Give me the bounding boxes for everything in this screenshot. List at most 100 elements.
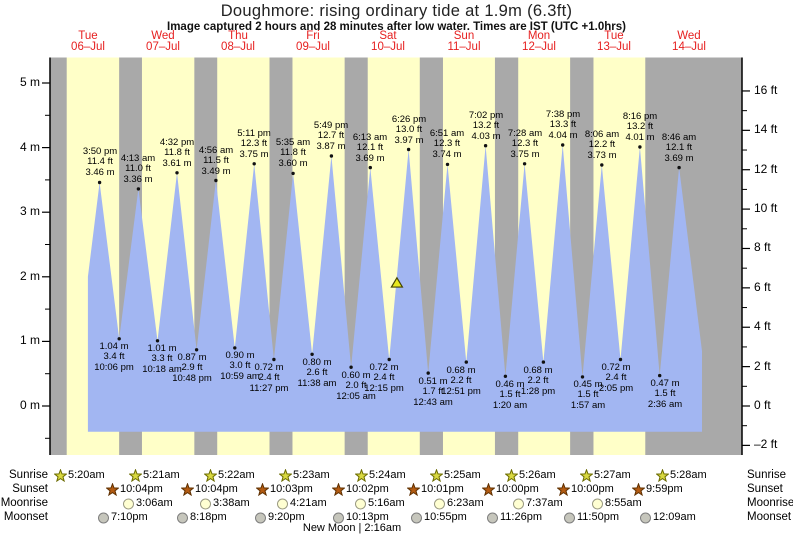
- moonrise-time: 3:06am: [136, 497, 173, 509]
- right-axis-tick-label: 14 ft: [754, 122, 778, 136]
- sunrise-time: 5:28am: [670, 469, 707, 481]
- high-tide-label: 6:13 am 12.1 ft 3.69 m: [352, 132, 388, 164]
- sunrise-star-icon: [656, 469, 669, 482]
- low-tide-label: 0.45 m 1.5 ft 1:57 am: [570, 379, 606, 411]
- moonrise-entry: 3:06am: [122, 497, 173, 510]
- moonrise-icon: [513, 498, 524, 510]
- moonrise-icon: [277, 498, 288, 510]
- day-label: Tue 06–Jul: [71, 30, 105, 53]
- low-tide-dot: [426, 371, 430, 375]
- high-tide-dot: [561, 143, 565, 147]
- high-tide-dot: [136, 187, 141, 191]
- sunset-star-icon: [332, 483, 345, 496]
- sunrise-star-icon: [279, 469, 292, 482]
- low-tide-dot: [117, 337, 121, 341]
- sunset-entry: 10:00pm: [482, 483, 539, 496]
- low-tide-dot: [349, 365, 353, 369]
- moonset-row-label-right: Moonset: [747, 511, 792, 523]
- left-axis-tick-label: 1 m: [19, 333, 40, 347]
- sunrise-entry: 5:22am: [204, 469, 255, 482]
- high-tide-label: 3:50 pm 11.4 ft 3.46 m: [82, 146, 118, 178]
- low-tide-dot: [658, 373, 662, 378]
- high-tide-label: 5:49 pm 12.7 ft 3.87 m: [313, 120, 349, 152]
- right-axis-tick-label: 4 ft: [754, 319, 771, 333]
- sunrise-row-label-left: Sunrise: [9, 469, 48, 481]
- high-tide-dot: [329, 154, 334, 158]
- high-tide-dot: [214, 178, 218, 183]
- moonrise-entry: 5:16am: [354, 497, 405, 510]
- moonset-entry: 7:10pm: [97, 511, 148, 524]
- low-tide-label: 0.47 m 1.5 ft 2:36 am: [647, 378, 683, 410]
- high-tide-label: 4:56 am 11.5 ft 3.49 m: [198, 145, 234, 177]
- sunrise-entry: 5:25am: [430, 469, 481, 482]
- sunrise-entry: 5:24am: [355, 469, 406, 482]
- low-tide-dot: [580, 375, 585, 379]
- moonrise-time: 8:55am: [605, 497, 642, 509]
- sunset-entry: 10:00pm: [557, 483, 614, 496]
- high-tide-dot: [600, 163, 604, 167]
- moonset-icon: [333, 512, 344, 524]
- moonrise-row-label-left: Moonrise: [0, 497, 48, 509]
- sunset-star-icon: [407, 483, 420, 496]
- moonset-time: 8:18pm: [190, 511, 227, 523]
- moonset-entry: 10:55pm: [410, 511, 467, 524]
- moonset-icon: [255, 512, 266, 524]
- moonrise-icon: [200, 498, 211, 510]
- low-tide-dot: [387, 357, 391, 362]
- low-tide-label: 1.04 m 3.4 ft 10:06 pm: [94, 341, 134, 373]
- sunset-entry: 10:04pm: [106, 483, 163, 496]
- low-tide-label: 0.51 m 1.7 ft 12:43 am: [413, 376, 453, 408]
- sunrise-row-label-right: Sunrise: [747, 469, 786, 481]
- right-axis-tick-label: 16 ft: [754, 83, 778, 97]
- high-tide-label: 7:38 pm 13.3 ft 4.04 m: [545, 109, 581, 141]
- page-subtitle: Image captured 2 hours and 28 minutes af…: [167, 21, 626, 33]
- moonset-entry: 11:26pm: [486, 511, 542, 524]
- moonrise-entry: 3:38am: [199, 497, 250, 510]
- moonset-time: 11:50pm: [577, 511, 619, 523]
- moonset-icon: [177, 512, 188, 524]
- low-tide-dot: [233, 346, 237, 350]
- low-tide-dot: [503, 374, 508, 378]
- moonset-time: 12:09am: [653, 511, 696, 523]
- low-tide-label: 0.72 m 2.4 ft 2:05 pm: [598, 362, 634, 394]
- day-label: Sun 11–Jul: [447, 30, 481, 53]
- sunset-star-icon: [256, 483, 269, 496]
- high-tide-label: 8:06 am 12.2 ft 3.73 m: [584, 129, 620, 161]
- sunset-time: 10:04pm: [195, 483, 238, 495]
- sunset-entry: 10:02pm: [332, 483, 389, 496]
- high-tide-label: 5:11 pm 12.3 ft 3.75 m: [237, 128, 271, 160]
- moonset-row-label-left: Moonset: [3, 511, 48, 523]
- moonset-time: 10:55pm: [424, 511, 467, 523]
- sunset-time: 10:02pm: [346, 483, 389, 495]
- sunrise-star-icon: [129, 469, 142, 482]
- right-axis-tick-label: 10 ft: [754, 201, 778, 215]
- low-tide-label: 0.68 m 2.2 ft 1:28 pm: [520, 365, 556, 397]
- low-tide-label: 0.72 m 2.4 ft 12:15 pm: [364, 362, 404, 394]
- sunrise-time: 5:24am: [369, 469, 406, 481]
- low-tide-label: 0.80 m 2.6 ft 11:38 am: [297, 357, 337, 389]
- right-axis-tick-label: 6 ft: [754, 280, 771, 294]
- sunset-star-icon: [106, 483, 119, 496]
- high-tide-dot: [97, 180, 102, 185]
- high-tide-label: 4:32 pm 11.8 ft 3.61 m: [159, 137, 195, 169]
- sunrise-entry: 5:27am: [580, 469, 631, 482]
- moonset-entry: 9:20pm: [254, 511, 305, 524]
- low-tide-label: 0.68 m 2.2 ft 12:51 pm: [441, 365, 481, 397]
- sunrise-star-icon: [54, 469, 67, 482]
- sunrise-time: 5:25am: [444, 469, 481, 481]
- sunrise-star-icon: [355, 469, 368, 482]
- day-label: Sat 10–Jul: [371, 30, 405, 53]
- left-axis-tick-label: 2 m: [19, 269, 40, 283]
- high-tide-label: 6:51 am 12.3 ft 3.74 m: [429, 128, 465, 160]
- low-tide-dot: [310, 352, 314, 356]
- low-tide-dot: [155, 339, 160, 343]
- day-label: Wed 14–Jul: [672, 30, 706, 53]
- sunset-entry: 9:59pm: [632, 483, 683, 496]
- moonrise-icon: [123, 498, 134, 510]
- right-axis-tick-label: 0 ft: [754, 398, 771, 412]
- sunrise-entry: 5:21am: [129, 469, 180, 482]
- right-axis-tick-label: 8 ft: [754, 240, 771, 254]
- sunrise-time: 5:27am: [594, 469, 631, 481]
